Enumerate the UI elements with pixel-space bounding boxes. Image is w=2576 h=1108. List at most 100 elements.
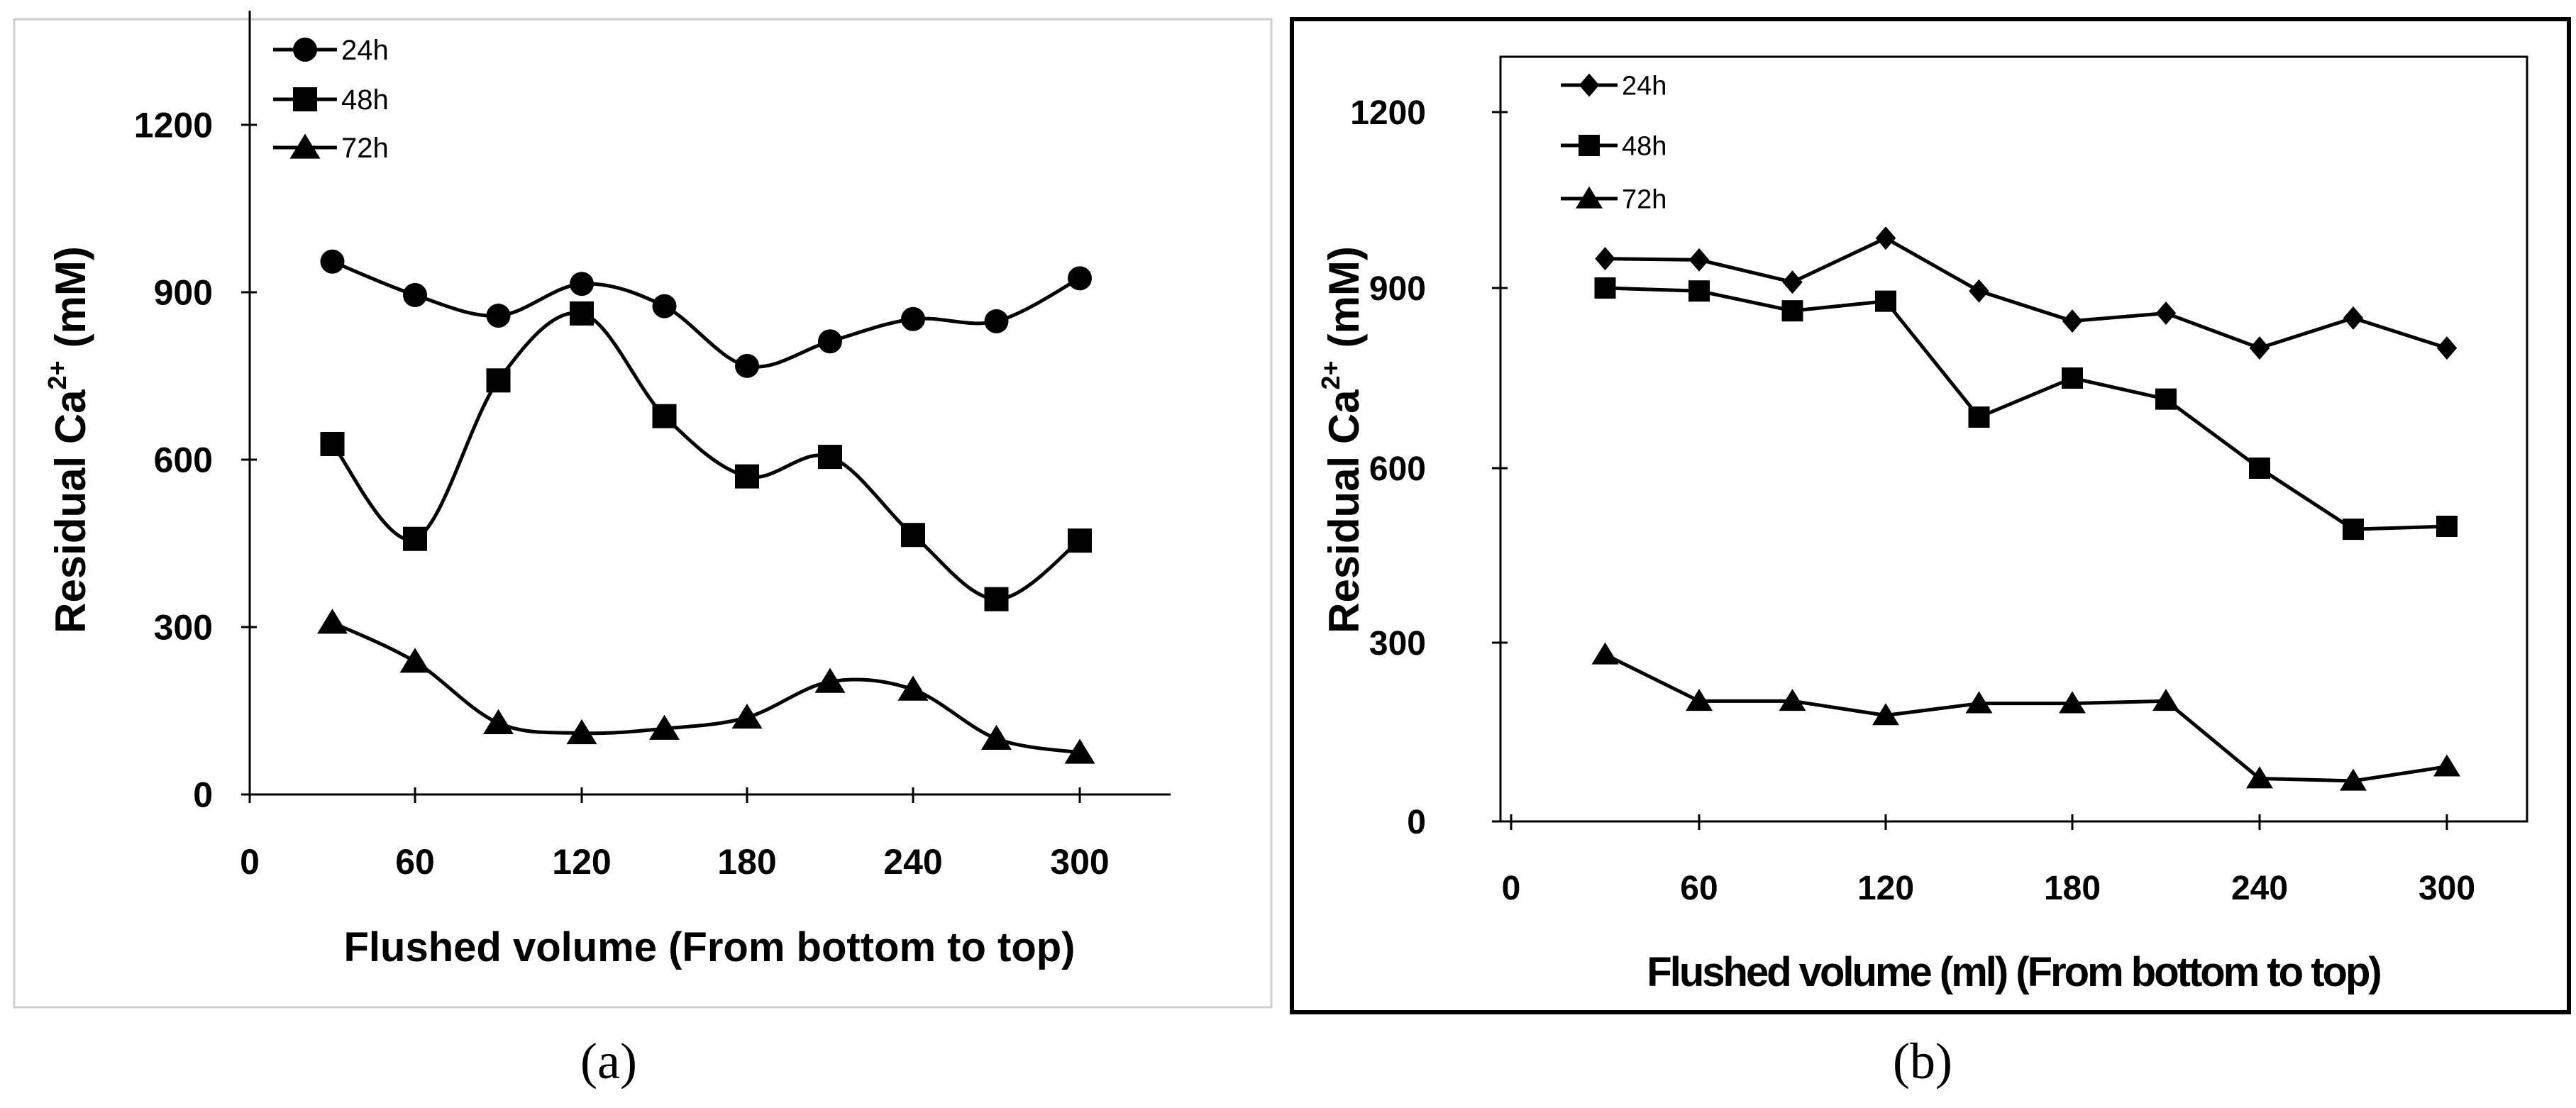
data-point-72h bbox=[2059, 691, 2086, 714]
series-24h bbox=[320, 249, 1092, 378]
y-axis-label-main: Residual Ca bbox=[47, 389, 94, 633]
legend-item-72h: 72h bbox=[1561, 184, 1666, 214]
y-tick-label: 0 bbox=[1407, 804, 1426, 841]
legend-label: 72h bbox=[1622, 184, 1666, 214]
data-point-72h bbox=[1686, 689, 1713, 711]
y-tick-label: 1200 bbox=[1350, 94, 1426, 132]
y-tick-label: 900 bbox=[154, 273, 213, 313]
series-48h bbox=[1594, 277, 2458, 541]
y-axis-label: Residual Ca2+ (mM) bbox=[43, 246, 94, 633]
data-point-48h bbox=[652, 404, 677, 428]
data-point-48h bbox=[2249, 458, 2270, 479]
data-point-48h bbox=[818, 445, 842, 470]
caption-a: (a) bbox=[580, 1033, 637, 1090]
data-point-72h bbox=[648, 714, 680, 740]
data-point-24h bbox=[2062, 309, 2083, 333]
legend-label: 72h bbox=[341, 133, 389, 164]
data-point-24h bbox=[2155, 301, 2177, 326]
x-tick-label: 0 bbox=[240, 842, 260, 882]
series-line-24h bbox=[331, 260, 1081, 369]
legend-label: 48h bbox=[1622, 131, 1666, 161]
data-point-48h bbox=[1688, 280, 1710, 302]
legend-marker bbox=[1579, 73, 1600, 97]
data-point-24h bbox=[2249, 336, 2270, 360]
data-point-24h bbox=[570, 272, 594, 297]
series-72h bbox=[316, 609, 1095, 764]
legend-item-72h: 72h bbox=[273, 133, 389, 164]
data-point-72h bbox=[731, 703, 763, 729]
data-point-48h bbox=[2062, 367, 2083, 389]
data-point-24h bbox=[1688, 248, 1710, 272]
data-point-72h bbox=[566, 719, 597, 745]
data-point-24h bbox=[818, 329, 842, 354]
data-point-72h bbox=[814, 667, 846, 693]
data-point-72h bbox=[897, 675, 929, 701]
data-point-48h bbox=[1781, 300, 1803, 322]
legend-item-48h: 48h bbox=[1561, 131, 1666, 161]
data-point-72h bbox=[482, 709, 514, 734]
data-point-24h bbox=[652, 294, 677, 318]
chart-a: 0 60 120 180 240 300 0 300 600 900 1200 Flushed vol… bbox=[43, 11, 1171, 970]
caption-b: (b) bbox=[1893, 1033, 1952, 1090]
legend-marker bbox=[293, 87, 317, 111]
y-axis-label-main: Residual Ca bbox=[1320, 389, 1368, 633]
data-point-72h bbox=[1872, 703, 1899, 726]
data-point-24h bbox=[320, 249, 345, 274]
data-point-48h bbox=[1875, 290, 1896, 312]
data-point-24h bbox=[984, 309, 1009, 333]
data-point-72h bbox=[2340, 768, 2367, 791]
data-point-48h bbox=[2155, 388, 2177, 410]
y-axis-label: Residual Ca2+ (mM) bbox=[1316, 246, 1368, 633]
legend-label: 48h bbox=[341, 84, 389, 116]
data-point-72h bbox=[2433, 754, 2460, 777]
legend-item-24h: 24h bbox=[273, 35, 389, 66]
data-point-72h bbox=[2152, 689, 2179, 711]
x-tick-label: 120 bbox=[1857, 870, 1914, 907]
data-point-48h bbox=[403, 526, 427, 551]
x-tick-label: 300 bbox=[2419, 870, 2475, 907]
x-tick-label: 0 bbox=[1502, 870, 1521, 907]
data-point-24h bbox=[901, 306, 925, 331]
x-tick-label: 240 bbox=[883, 842, 942, 882]
y-tick-label: 900 bbox=[1369, 270, 1426, 308]
x-axis-label: Flushed volume (ml) (From bottom to top) bbox=[1647, 949, 2380, 995]
y-tick-label: 300 bbox=[154, 608, 213, 648]
legend-label: 24h bbox=[341, 35, 389, 66]
y-axis-label-unit: (mM) bbox=[47, 246, 94, 348]
data-point-48h bbox=[901, 523, 925, 548]
x-tick-label: 240 bbox=[2231, 870, 2288, 907]
x-tick-label: 300 bbox=[1050, 842, 1109, 882]
data-point-48h bbox=[486, 368, 511, 393]
y-tick-label: 600 bbox=[154, 441, 213, 480]
data-point-24h bbox=[403, 282, 427, 307]
data-point-48h bbox=[735, 464, 759, 489]
legend-item-48h: 48h bbox=[273, 84, 389, 116]
data-point-48h bbox=[1594, 277, 1616, 299]
x-tick-label: 180 bbox=[717, 842, 776, 882]
legend-label: 24h bbox=[1622, 71, 1666, 101]
data-point-24h bbox=[1782, 270, 1803, 294]
x-tick-label: 60 bbox=[1680, 870, 1718, 907]
data-point-72h bbox=[399, 648, 431, 673]
series-48h bbox=[320, 301, 1092, 611]
data-point-72h bbox=[1064, 738, 1095, 764]
legend-marker bbox=[293, 38, 317, 62]
series-24h bbox=[1595, 226, 2458, 360]
y-tick-label: 0 bbox=[193, 775, 213, 815]
data-point-72h bbox=[316, 609, 348, 634]
data-point-48h bbox=[1968, 406, 1990, 428]
data-point-24h bbox=[2343, 306, 2364, 330]
series-line-48h bbox=[331, 311, 1081, 602]
data-point-48h bbox=[984, 587, 1009, 611]
series-line-24h bbox=[1605, 236, 2448, 350]
x-tick-label: 120 bbox=[552, 842, 611, 882]
data-point-72h bbox=[980, 724, 1012, 750]
data-point-72h bbox=[1591, 642, 1619, 665]
legend-item-24h: 24h bbox=[1561, 71, 1666, 101]
legend-marker bbox=[1576, 186, 1603, 209]
y-tick-label: 1200 bbox=[134, 106, 213, 145]
data-point-48h bbox=[1068, 528, 1092, 553]
y-axis-label-superscript: 2+ bbox=[43, 360, 72, 389]
y-axis-label-superscript: 2+ bbox=[1316, 360, 1345, 389]
